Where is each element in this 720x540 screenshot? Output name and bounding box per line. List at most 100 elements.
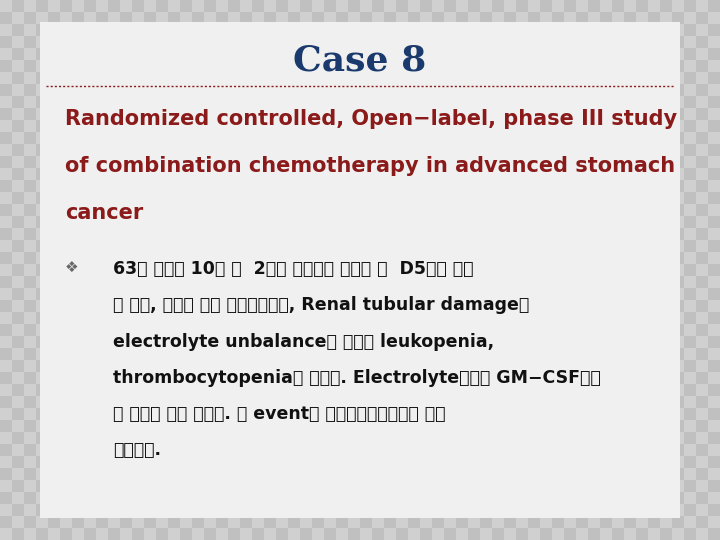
- Bar: [252, 252, 264, 264]
- Bar: [144, 420, 156, 432]
- Bar: [348, 408, 360, 420]
- Bar: [60, 396, 72, 408]
- Bar: [540, 156, 552, 168]
- Bar: [252, 420, 264, 432]
- Bar: [672, 60, 684, 72]
- Bar: [228, 108, 240, 120]
- Bar: [288, 108, 300, 120]
- Bar: [672, 408, 684, 420]
- Bar: [84, 108, 96, 120]
- Bar: [408, 72, 420, 84]
- Bar: [108, 372, 120, 384]
- Bar: [576, 264, 588, 276]
- Bar: [168, 480, 180, 492]
- Bar: [408, 348, 420, 360]
- Bar: [84, 156, 96, 168]
- Bar: [24, 348, 36, 360]
- Bar: [24, 324, 36, 336]
- Bar: [468, 0, 480, 12]
- Bar: [264, 72, 276, 84]
- Bar: [660, 396, 672, 408]
- Bar: [192, 336, 204, 348]
- Bar: [216, 264, 228, 276]
- Bar: [276, 516, 288, 528]
- Bar: [180, 420, 192, 432]
- Bar: [516, 372, 528, 384]
- Bar: [672, 360, 684, 372]
- Bar: [636, 120, 648, 132]
- Bar: [612, 444, 624, 456]
- Bar: [264, 360, 276, 372]
- Bar: [696, 48, 708, 60]
- Bar: [12, 492, 24, 504]
- Bar: [456, 216, 468, 228]
- Bar: [48, 36, 60, 48]
- Bar: [432, 396, 444, 408]
- Bar: [312, 216, 324, 228]
- Bar: [48, 468, 60, 480]
- Bar: [204, 72, 216, 84]
- Bar: [48, 336, 60, 348]
- Bar: [348, 348, 360, 360]
- Bar: [24, 264, 36, 276]
- Bar: [612, 12, 624, 24]
- Bar: [468, 312, 480, 324]
- Bar: [324, 300, 336, 312]
- Bar: [456, 420, 468, 432]
- Bar: [348, 192, 360, 204]
- Bar: [228, 384, 240, 396]
- Bar: [432, 456, 444, 468]
- Bar: [180, 492, 192, 504]
- Bar: [156, 24, 168, 36]
- Bar: [0, 240, 12, 252]
- Bar: [456, 300, 468, 312]
- Bar: [120, 36, 132, 48]
- Bar: [60, 48, 72, 60]
- Bar: [324, 528, 336, 540]
- Bar: [504, 396, 516, 408]
- Bar: [216, 204, 228, 216]
- Bar: [396, 132, 408, 144]
- Bar: [204, 432, 216, 444]
- Bar: [456, 492, 468, 504]
- Bar: [12, 444, 24, 456]
- Bar: [468, 180, 480, 192]
- Bar: [144, 180, 156, 192]
- Bar: [180, 180, 192, 192]
- Bar: [312, 144, 324, 156]
- Bar: [312, 516, 324, 528]
- Bar: [228, 372, 240, 384]
- Bar: [636, 336, 648, 348]
- Bar: [48, 192, 60, 204]
- Bar: [636, 492, 648, 504]
- Bar: [708, 132, 720, 144]
- Bar: [468, 60, 480, 72]
- Bar: [60, 264, 72, 276]
- Bar: [384, 408, 396, 420]
- Bar: [372, 300, 384, 312]
- Bar: [384, 372, 396, 384]
- Bar: [408, 0, 420, 12]
- Bar: [228, 120, 240, 132]
- Bar: [696, 348, 708, 360]
- Bar: [576, 312, 588, 324]
- Bar: [312, 312, 324, 324]
- Bar: [696, 36, 708, 48]
- Bar: [276, 276, 288, 288]
- Bar: [132, 324, 144, 336]
- Bar: [504, 312, 516, 324]
- Bar: [420, 468, 432, 480]
- Bar: [696, 528, 708, 540]
- Bar: [456, 240, 468, 252]
- Bar: [360, 180, 372, 192]
- Bar: [0, 360, 12, 372]
- Bar: [348, 228, 360, 240]
- Bar: [264, 156, 276, 168]
- Bar: [528, 60, 540, 72]
- Bar: [60, 480, 72, 492]
- Text: Case 8: Case 8: [293, 44, 427, 78]
- Bar: [96, 132, 108, 144]
- Bar: [288, 24, 300, 36]
- Bar: [576, 0, 588, 12]
- Bar: [516, 276, 528, 288]
